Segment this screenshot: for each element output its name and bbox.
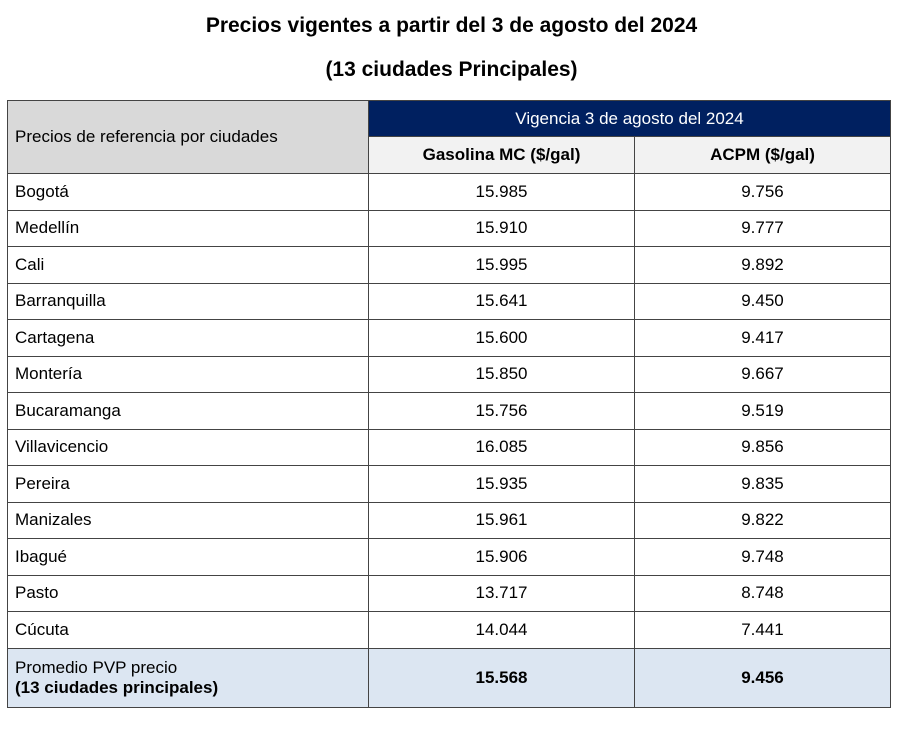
table-row: Cúcuta 14.044 7.441 (7, 611, 891, 649)
table-row: Villavicencio 16.085 9.856 (7, 428, 891, 466)
gasolina-cell: 15.641 (368, 282, 635, 320)
corner-header: Precios de referencia por ciudades (7, 100, 369, 174)
acpm-cell: 9.417 (634, 319, 891, 357)
gasolina-cell: 15.961 (368, 501, 635, 539)
table-row: Pereira 15.935 9.835 (7, 465, 891, 503)
acpm-cell: 9.822 (634, 501, 891, 539)
gasolina-cell: 15.995 (368, 246, 635, 284)
gasolina-cell: 15.985 (368, 173, 635, 211)
gasolina-cell: 16.085 (368, 428, 635, 466)
table-row: Bucaramanga 15.756 9.519 (7, 392, 891, 430)
group-header: Vigencia 3 de agosto del 2024 (368, 100, 891, 137)
city-cell: Cartagena (7, 319, 369, 357)
city-cell: Bucaramanga (7, 392, 369, 430)
page-subtitle: (13 ciudades Principales) (325, 58, 578, 81)
table-row: Manizales 15.961 9.822 (7, 501, 891, 539)
table-body: Bogotá 15.985 9.756 Medellín 15.910 9.777 Cali… (7, 173, 891, 708)
city-cell: Villavicencio (7, 428, 369, 466)
column-header-acpm: ACPM ($/gal) (634, 136, 891, 174)
city-cell: Cali (7, 246, 369, 284)
city-cell: Manizales (7, 501, 369, 539)
table-row: Pasto 13.717 8.748 (7, 574, 891, 612)
city-cell: Bogotá (7, 173, 369, 211)
city-cell: Cúcuta (7, 611, 369, 649)
average-label-cell: Promedio PVP precio (13 ciudades principa… (7, 647, 369, 708)
table-row: Cartagena 15.600 9.417 (7, 319, 891, 357)
gasolina-cell: 14.044 (368, 611, 635, 649)
acpm-cell: 9.756 (634, 173, 891, 211)
city-cell: Barranquilla (7, 282, 369, 320)
prices-table: Precios de referencia por ciudades Vigen… (7, 100, 891, 708)
gasolina-cell: 15.756 (368, 392, 635, 430)
average-acpm-cell: 9.456 (634, 647, 891, 708)
table-row: Cali 15.995 9.892 (7, 246, 891, 284)
average-row: Promedio PVP precio (13 ciudades principa… (7, 647, 891, 708)
table-row: Medellín 15.910 9.777 (7, 209, 891, 247)
table-row: Barranquilla 15.641 9.450 (7, 282, 891, 320)
column-header-gasolina: Gasolina MC ($/gal) (368, 136, 635, 174)
acpm-cell: 9.748 (634, 538, 891, 576)
page-title: Precios vigentes a partir del 3 de agost… (205, 14, 698, 37)
city-cell: Medellín (7, 209, 369, 247)
acpm-cell: 9.450 (634, 282, 891, 320)
gasolina-cell: 15.910 (368, 209, 635, 247)
city-cell: Pasto (7, 574, 369, 612)
average-label: Promedio PVP precio (15, 657, 178, 677)
acpm-cell: 9.519 (634, 392, 891, 430)
table-row: Bogotá 15.985 9.756 (7, 173, 891, 211)
average-label-sub: (13 ciudades principales) (15, 677, 219, 697)
city-cell: Pereira (7, 465, 369, 503)
acpm-cell: 9.835 (634, 465, 891, 503)
acpm-cell: 9.856 (634, 428, 891, 466)
acpm-cell: 9.777 (634, 209, 891, 247)
acpm-cell: 9.667 (634, 355, 891, 393)
city-cell: Montería (7, 355, 369, 393)
gasolina-cell: 15.906 (368, 538, 635, 576)
table-row: Ibagué 15.906 9.748 (7, 538, 891, 576)
acpm-cell: 8.748 (634, 574, 891, 612)
gasolina-cell: 13.717 (368, 574, 635, 612)
gasolina-cell: 15.935 (368, 465, 635, 503)
average-gasolina-cell: 15.568 (368, 647, 635, 708)
gasolina-cell: 15.600 (368, 319, 635, 357)
city-cell: Ibagué (7, 538, 369, 576)
acpm-cell: 7.441 (634, 611, 891, 649)
acpm-cell: 9.892 (634, 246, 891, 284)
table-row: Montería 15.850 9.667 (7, 355, 891, 393)
gasolina-cell: 15.850 (368, 355, 635, 393)
